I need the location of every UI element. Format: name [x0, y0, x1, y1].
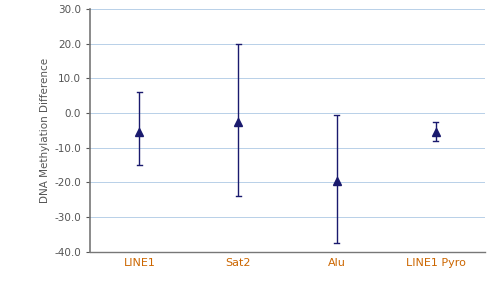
Y-axis label: DNA Methylation Difference: DNA Methylation Difference	[40, 58, 50, 203]
